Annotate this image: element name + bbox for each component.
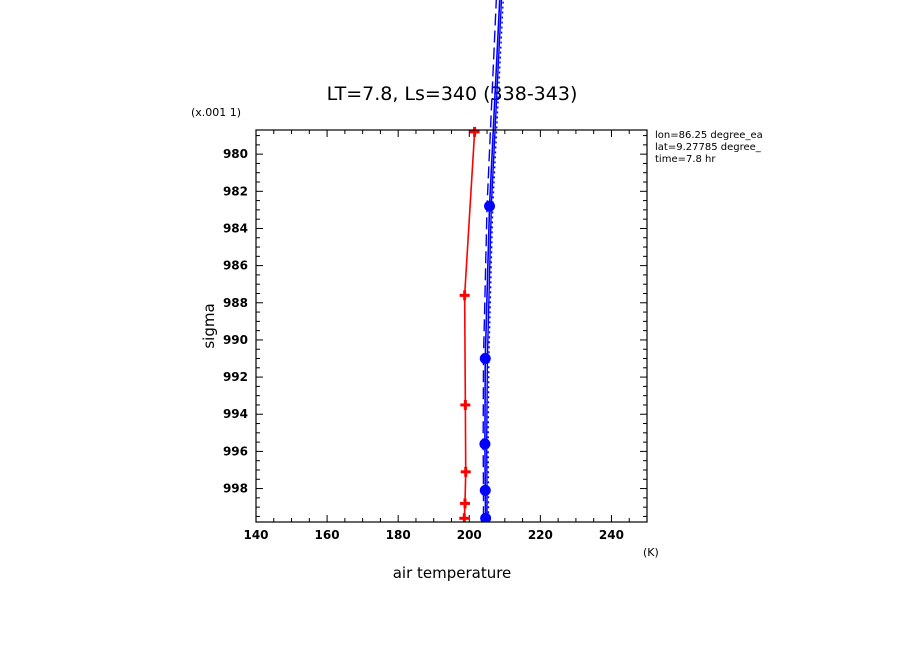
y-tick-label: 994 [223, 407, 248, 421]
series-line [463, 131, 476, 519]
y-axis-ticks: 980 982 984 986 988 990 992 994 996 998 [223, 135, 647, 517]
data-point [469, 126, 480, 137]
x-unit-label: (K) [643, 546, 659, 559]
data-point [459, 290, 470, 301]
x-axis-label: air temperature [393, 564, 512, 582]
x-tick-label: 220 [528, 528, 553, 542]
y-tick-label: 990 [223, 333, 248, 347]
y-axis-label: sigma [200, 303, 218, 348]
series-group [459, 126, 496, 522]
x-tick-label: 200 [457, 528, 482, 542]
series-line [485, 0, 503, 519]
y-tick-label: 992 [223, 370, 248, 384]
series-line [482, 0, 497, 519]
x-tick-label: 180 [386, 528, 411, 542]
series-line [487, 0, 504, 519]
series-line [484, 0, 501, 519]
y-tick-label: 998 [223, 482, 248, 496]
y-tick-label: 982 [223, 184, 248, 198]
x-tick-label: 160 [315, 528, 340, 542]
y-tick-label: 984 [223, 221, 248, 235]
y-scale-label: (x.001 1) [191, 106, 241, 119]
info-line: lat=9.27785 degree_ [655, 142, 762, 153]
data-point [460, 399, 471, 410]
plot-frame [255, 129, 648, 523]
data-point [460, 498, 471, 509]
series-overflow [482, 0, 504, 519]
x-tick-label: 240 [599, 528, 624, 542]
info-line: time=7.8 hr [655, 154, 716, 165]
y-tick-label: 986 [223, 259, 248, 273]
y-tick-label: 980 [223, 147, 248, 161]
info-line: lon=86.25 degree_ea [655, 130, 763, 141]
x-tick-label: 140 [243, 528, 268, 542]
y-tick-label: 996 [223, 444, 248, 458]
x-axis-ticks: 140 160 180 200 220 240 [243, 130, 648, 542]
data-point [460, 466, 471, 477]
chart-title: LT=7.8, Ls=340 (338-343) [327, 83, 578, 105]
y-tick-label: 988 [223, 296, 248, 310]
